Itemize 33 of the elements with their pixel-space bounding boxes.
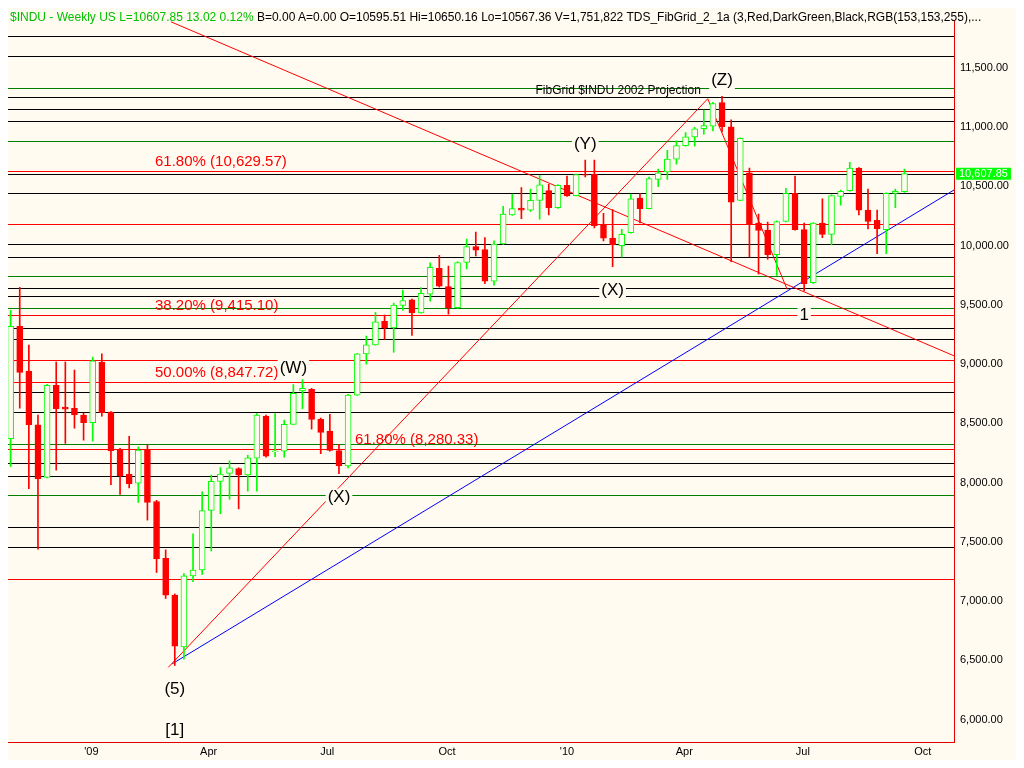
chart-subtitle: B=0.00 A=0.00 O=10595.51 Hi=10650.16 Lo=10567.36 V=1,751,822 TDS_FibGrid_2_1a (3,Red,DarkGreen,Black,RGB(153,153,255),... [256, 10, 982, 24]
y-tick-label: 11,000.00 [960, 120, 1009, 133]
x-tick-label: '10 [559, 744, 575, 757]
y-tick-label: 7,000.00 [960, 594, 1003, 607]
x-tick-label: Oct [914, 744, 932, 757]
x-tick-label: Jul [795, 744, 810, 757]
annotation: (X) [327, 487, 351, 507]
annotation: (Z) [711, 70, 733, 90]
y-tick-label: 8,000.00 [960, 475, 1003, 488]
x-tick-label: Apr [200, 744, 218, 757]
annotation: (X) [601, 280, 624, 300]
annotation: [1] [165, 719, 185, 739]
annotation: (5) [164, 679, 186, 699]
annotation: (Y) [573, 133, 597, 153]
x-tick-label: '09 [84, 744, 99, 757]
ref-line-label: 10,607.85 [959, 166, 1008, 179]
y-tick-label: 8,500.00 [960, 416, 1003, 429]
y-tick-label: 9,000.00 [960, 357, 1003, 370]
ref-line-label: 61.80% (10,629.57) [155, 151, 287, 169]
chart-title: $INDU - Weekly US L=10607.85 13.02 0.12% [10, 10, 254, 24]
y-tick-label: 10,500.00 [960, 179, 1009, 192]
y-tick-label: 6,500.00 [960, 653, 1003, 666]
x-tick-label: Apr [675, 744, 694, 757]
x-tick-label: Jul [320, 744, 335, 757]
y-tick-label: 6,000.00 [960, 712, 1003, 725]
y-tick-label: 9,500.00 [960, 297, 1003, 310]
ref-line-label: 50.00% (8,847.72) [155, 362, 279, 380]
y-tick-label: 11,500.00 [960, 61, 1009, 74]
annotation: (W) [279, 358, 308, 378]
annotation: 1 [799, 304, 809, 324]
y-tick-label: 7,500.00 [960, 534, 1003, 547]
x-tick-label: Oct [438, 744, 456, 757]
y-tick-label: 10,000.00 [960, 238, 1009, 251]
